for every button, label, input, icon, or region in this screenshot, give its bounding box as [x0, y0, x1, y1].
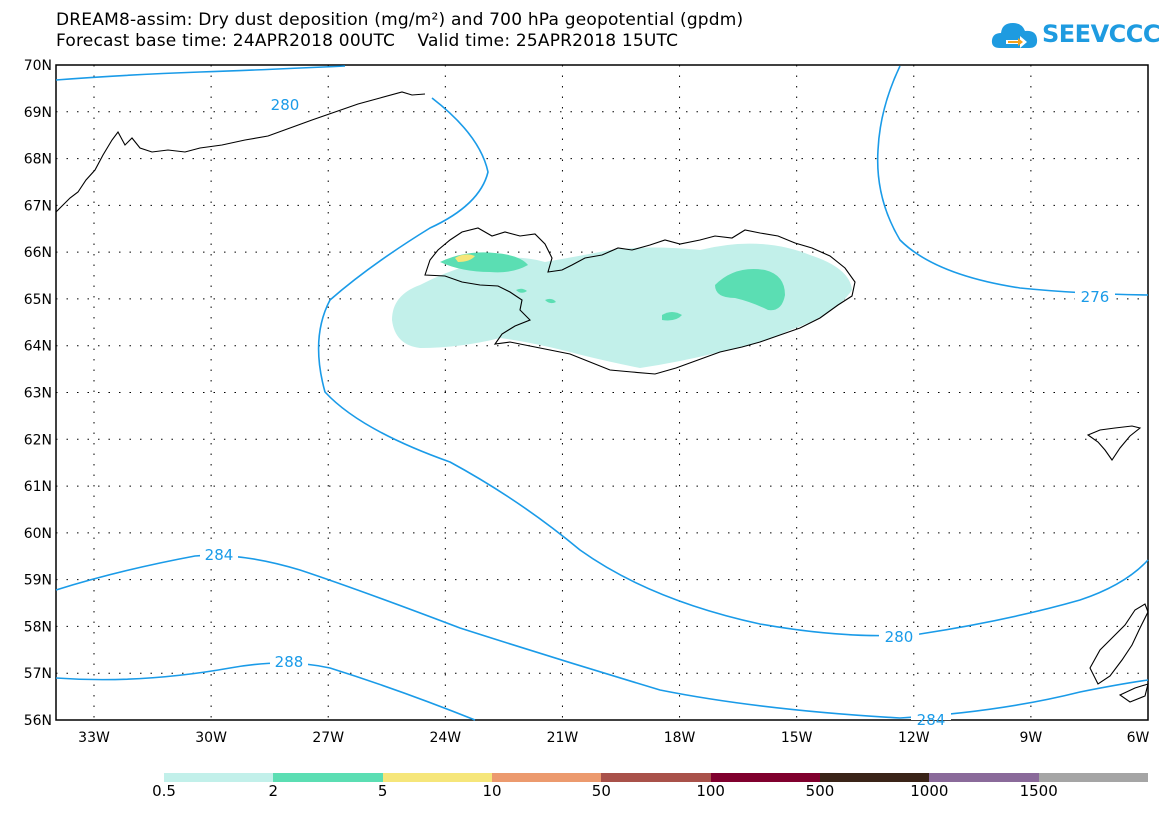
coastlines: [55, 91, 1149, 703]
legend-swatch: [492, 773, 602, 782]
latitude-label: 63N: [24, 386, 52, 402]
longitude-label: 27W: [312, 730, 344, 746]
latitude-label: 64N: [24, 339, 52, 355]
latitude-label: 58N: [24, 619, 52, 635]
legend-label: 2: [268, 782, 279, 800]
contour-280-west: [55, 65, 346, 81]
legend-label: 500: [805, 782, 835, 800]
legend-swatch: [710, 773, 820, 782]
longitude-label: 21W: [547, 730, 579, 746]
contour-label: 280: [271, 96, 300, 114]
dust-area-moderate: [715, 269, 785, 311]
dust-deposition-field: [392, 243, 852, 368]
legend-label: 1000: [910, 782, 949, 800]
contour-label-group: 280 276 284 280 288 284: [200, 96, 1115, 729]
longitude-labels: 33W 30W 27W 24W 21W 18W 15W 12W 9W 6W: [78, 730, 1149, 746]
legend-label: 50: [591, 782, 611, 800]
coastline-faroe: [1086, 425, 1142, 461]
legend-swatch: [1038, 773, 1148, 782]
legend-swatch: [820, 773, 930, 782]
coastline-iceland: [424, 227, 856, 375]
longitude-label: 6W: [1127, 730, 1150, 746]
latitude-label: 56N: [24, 713, 52, 729]
latitude-label: 57N: [24, 666, 52, 682]
latitude-label: 67N: [24, 198, 52, 214]
longitude-label: 15W: [781, 730, 813, 746]
longitude-label: 24W: [429, 730, 461, 746]
contour-label: 280: [885, 628, 914, 646]
dust-area-moderate: [662, 312, 682, 321]
cloud-arrow-icon: [991, 23, 1038, 48]
latitude-label: 69N: [24, 105, 52, 121]
latitude-label: 62N: [24, 432, 52, 448]
latitude-labels: 70N 69N 68N 67N 66N 65N 64N 63N 62N 61N 60N 59N 58N 5…: [24, 58, 52, 729]
coastline-scotland-islands: [1118, 683, 1149, 703]
contour-label: 288: [275, 653, 304, 671]
legend-label: 10: [482, 782, 502, 800]
latitude-label: 65N: [24, 292, 52, 308]
legend-swatch: [273, 773, 383, 782]
contour-label: 284: [917, 711, 946, 729]
legend-label: 0.5: [152, 782, 176, 800]
latitude-label: 66N: [24, 245, 52, 261]
longitude-label: 33W: [78, 730, 110, 746]
geopotential-contours: [55, 65, 1149, 721]
map-title: DREAM8-assim: Dry dust deposition (mg/m²…: [56, 10, 744, 30]
dust-area-moderate: [516, 288, 527, 293]
latitude-label: 60N: [24, 526, 52, 542]
latitude-label: 61N: [24, 479, 52, 495]
legend-label: 1500: [1019, 782, 1058, 800]
legend-swatch: [601, 773, 711, 782]
longitude-label: 12W: [898, 730, 930, 746]
coastline-greenland: [55, 91, 426, 213]
legend-swatch: [164, 773, 274, 782]
logo-text: SEEVCCC: [1042, 20, 1161, 48]
contour-label: 276: [1081, 288, 1110, 306]
legend-swatch: [929, 773, 1039, 782]
longitude-label: 18W: [664, 730, 696, 746]
latitude-label: 70N: [24, 58, 52, 74]
legend-label: 100: [696, 782, 725, 800]
coastline-scotland: [1089, 603, 1149, 685]
latitude-label: 68N: [24, 152, 52, 168]
legend-swatch: [382, 773, 492, 782]
forecast-time: Forecast base time: 24APR2018 00UTC Vali…: [56, 31, 679, 51]
contour-276: [876, 65, 1149, 296]
legend-label: 5: [377, 782, 388, 800]
contour-label: 284: [205, 546, 234, 564]
longitude-label: 9W: [1020, 730, 1043, 746]
dust-area-moderate: [545, 298, 556, 304]
contour-280-south: [317, 97, 1149, 637]
longitude-label: 30W: [195, 730, 227, 746]
dust-area-high: [455, 254, 475, 262]
latitude-label: 59N: [24, 573, 52, 589]
seevccc-logo: SEEVCCC: [990, 16, 1161, 58]
